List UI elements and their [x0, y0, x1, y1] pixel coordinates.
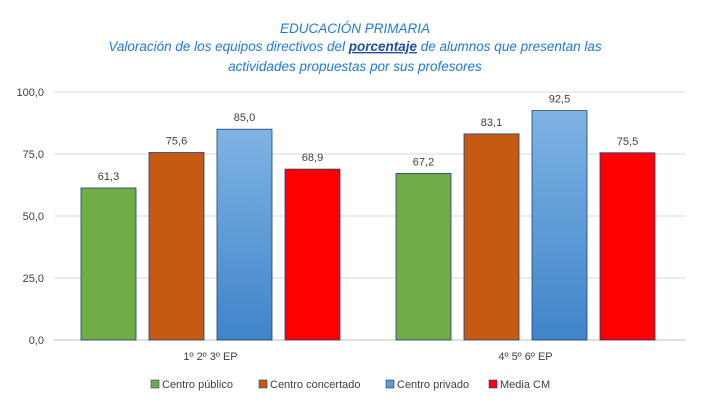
title-line: Valoración de los equipos directivos del…	[108, 39, 602, 54]
title-segment: Valoración de los equipos directivos del	[108, 39, 348, 54]
bar	[284, 168, 341, 341]
title-line: actividades propuestas por sus profesore…	[228, 59, 482, 74]
title-emphasis: porcentaje	[348, 39, 418, 54]
legend-label: Media CM	[500, 379, 550, 391]
data-label: 83,1	[481, 117, 502, 129]
data-label: 92,5	[549, 94, 570, 106]
bar	[599, 152, 656, 341]
y-tick-label: 50,0	[23, 211, 44, 223]
y-tick-label: 0,0	[29, 335, 44, 347]
legend: Centro público Centro concertado Centro pr…	[150, 379, 550, 391]
data-labels: 61,3 75,6 85,0 68,9 67,2 83,1 92,5 75,5	[98, 94, 638, 183]
chart-title: EDUCACIÓN PRIMARIA Valoración de los equi…	[108, 21, 602, 74]
y-axis-ticks: 0,0 25,0 50,0 75,0 100,0	[16, 87, 44, 347]
legend-label: Centro concertado	[270, 379, 361, 391]
data-label: 61,3	[98, 171, 119, 183]
data-label: 67,2	[413, 156, 434, 168]
bar	[80, 187, 137, 341]
category-label: 4º 5º 6º EP	[498, 351, 552, 363]
legend-label: Centro público	[162, 379, 233, 391]
y-tick-label: 75,0	[23, 149, 44, 161]
title-segment: de alumnos que presentan las	[417, 39, 602, 54]
data-label: 85,0	[234, 112, 255, 124]
bar	[216, 128, 273, 341]
bar	[148, 152, 205, 341]
legend-swatch	[488, 379, 498, 389]
legend-swatch	[258, 379, 268, 389]
data-label: 68,9	[302, 152, 323, 164]
y-tick-label: 25,0	[23, 273, 44, 285]
data-label: 75,6	[166, 136, 187, 148]
x-axis-categories: 1º 2º 3º EP 4º 5º 6º EP	[183, 351, 552, 363]
bar	[531, 110, 588, 341]
legend-swatch	[385, 379, 395, 389]
data-label: 75,5	[617, 136, 638, 148]
title-line: EDUCACIÓN PRIMARIA	[280, 21, 430, 36]
y-tick-label: 100,0	[16, 87, 44, 99]
bar	[395, 172, 452, 341]
legend-label: Centro privado	[397, 379, 469, 391]
bar	[463, 133, 520, 341]
bars	[80, 110, 656, 341]
category-label: 1º 2º 3º EP	[183, 351, 237, 363]
legend-swatch	[150, 379, 160, 389]
